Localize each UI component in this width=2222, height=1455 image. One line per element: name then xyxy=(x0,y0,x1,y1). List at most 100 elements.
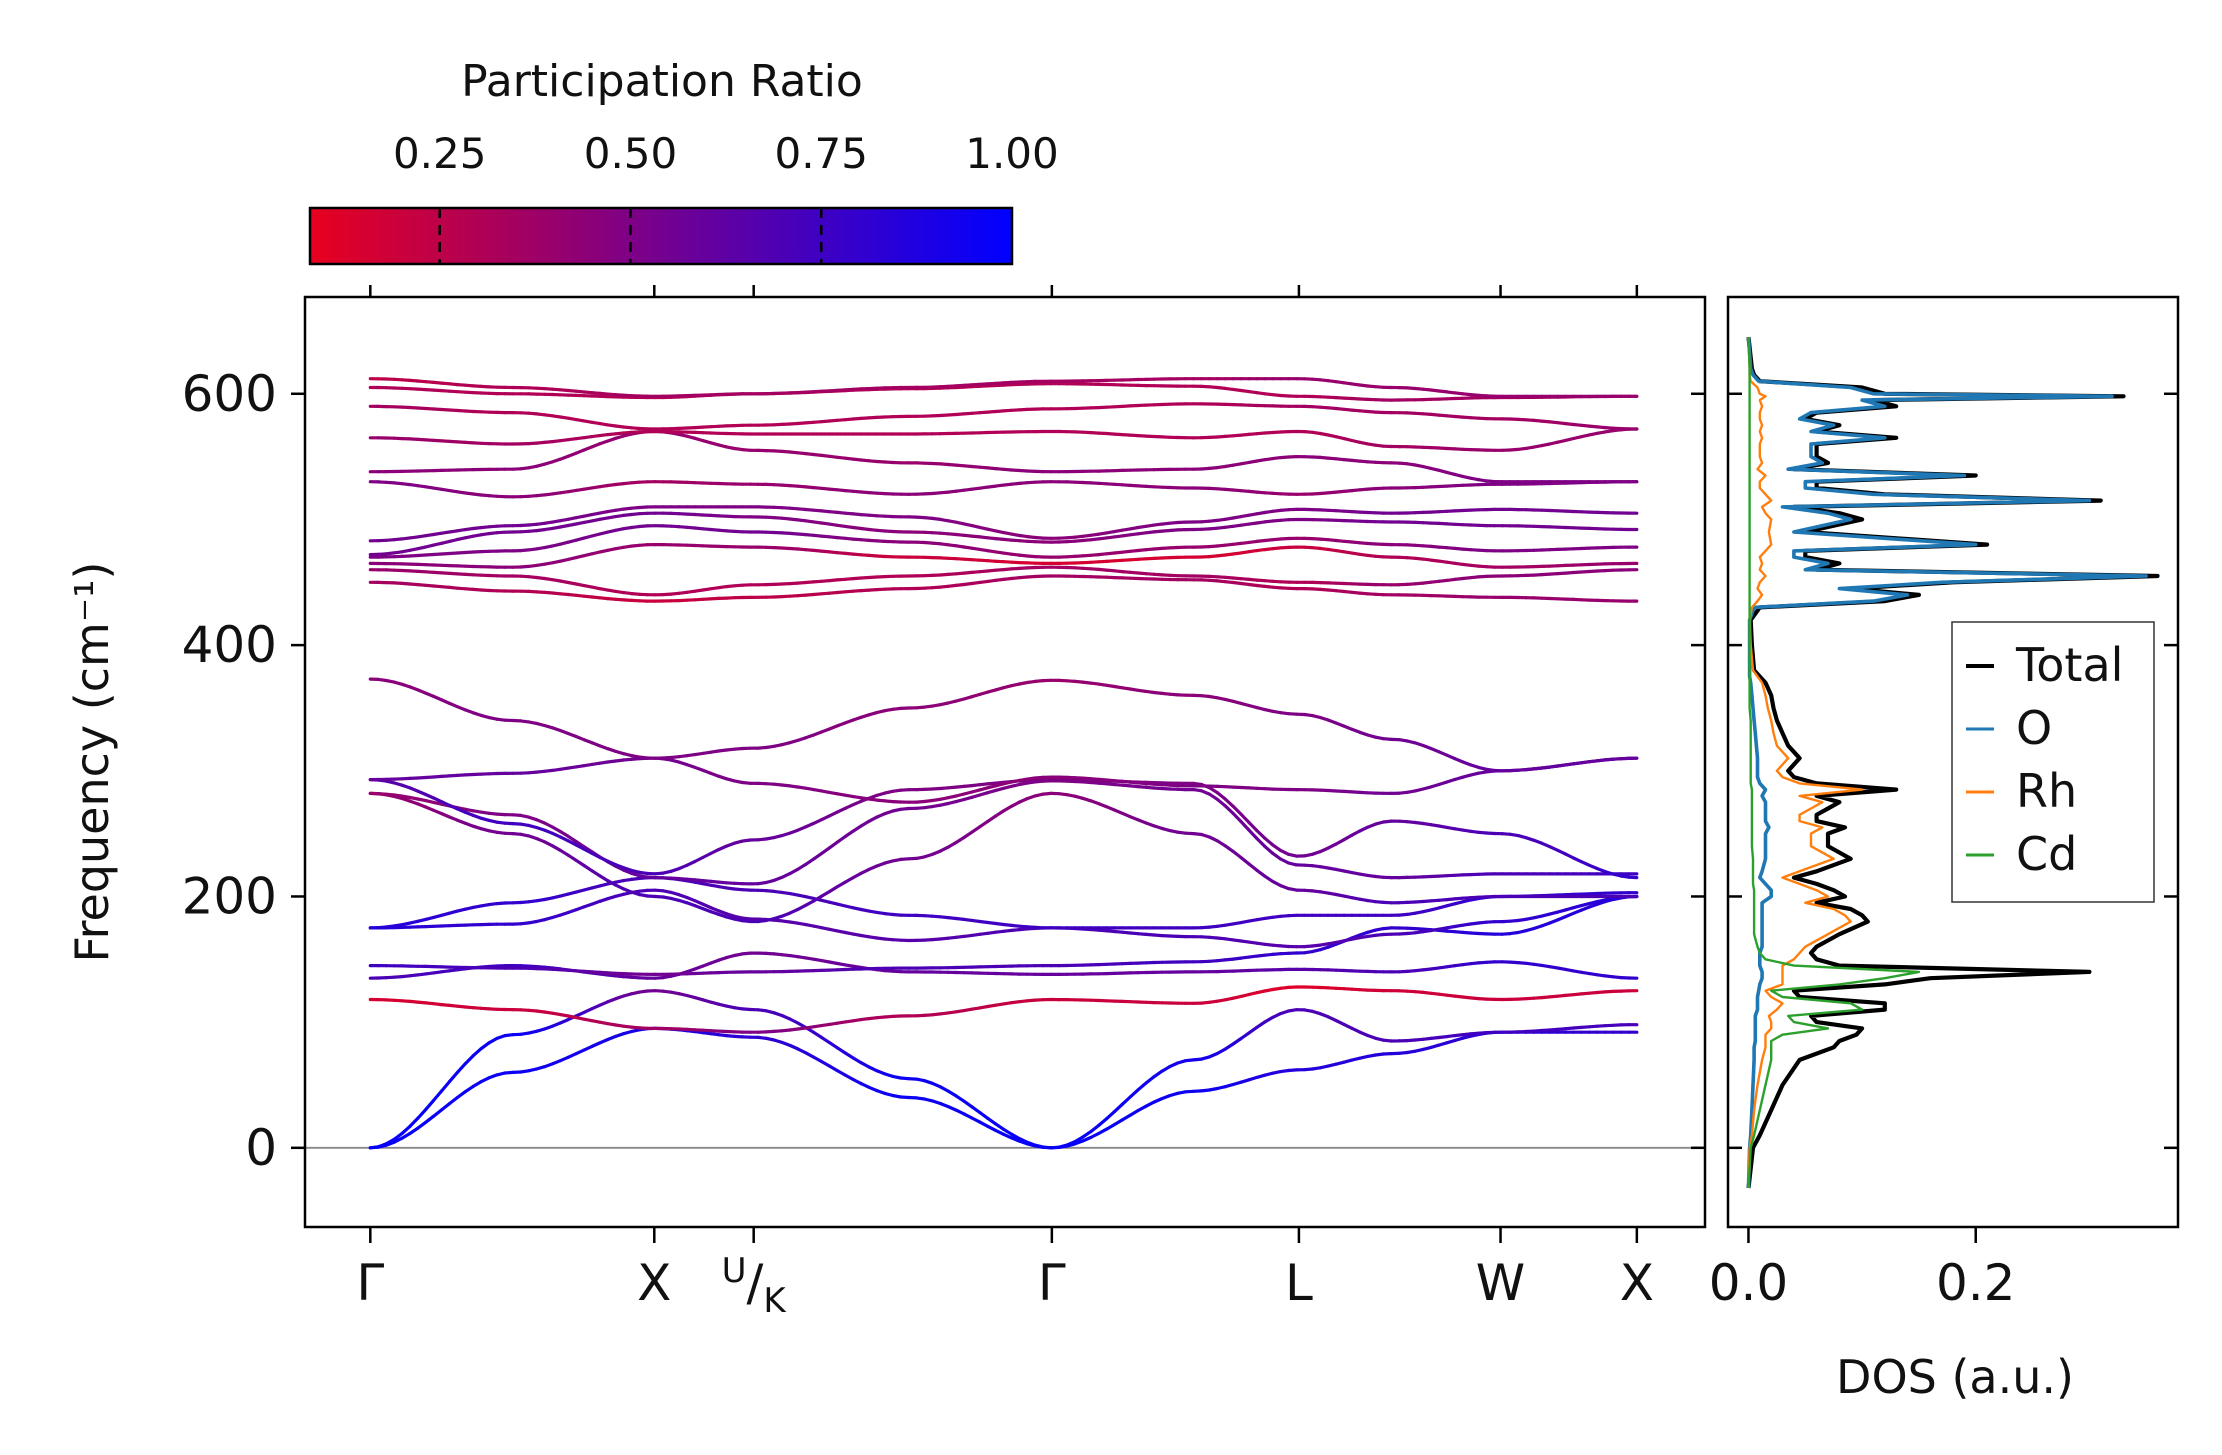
band-segment xyxy=(400,1124,412,1136)
x-tick-label: Γ xyxy=(1038,1254,1066,1312)
band-segment xyxy=(1239,1031,1251,1041)
band-line xyxy=(368,677,1639,773)
dos-legend: Total O Rh Cd xyxy=(1951,621,2155,903)
y-tick-label: 200 xyxy=(182,867,277,925)
band-segment xyxy=(811,851,824,861)
band-segment xyxy=(986,1116,998,1126)
band-segment xyxy=(1255,836,1267,849)
colorbar-ticks: 0.25 0.50 0.75 1.00 xyxy=(393,129,1059,264)
band-segment xyxy=(1112,1102,1124,1114)
colorbar-tick-label: 0.75 xyxy=(774,129,868,178)
band-segment xyxy=(1089,1123,1101,1134)
band-segment xyxy=(416,1120,428,1130)
band-lines xyxy=(368,377,1639,1150)
y-tick-label: 0 xyxy=(245,1119,277,1177)
x-tick-label: L xyxy=(1285,1254,1313,1312)
legend-label: Total xyxy=(2015,638,2123,692)
dos-x-ticks: 0.0 0.2 xyxy=(1709,1227,2016,1312)
dos-line-total xyxy=(1746,336,2160,1189)
band-structure-panel: 0 200 400 600 Γ X U/K Γ L W X Frequency (cm⁻¹) xyxy=(65,285,1707,1321)
colorbar-label: Participation Ratio xyxy=(461,56,863,107)
legend-items: Total O Rh Cd xyxy=(1966,638,2123,881)
band-line xyxy=(368,382,1639,402)
band-segment xyxy=(970,1105,982,1115)
band-line xyxy=(368,402,1639,431)
colorbar-tick-label: 0.50 xyxy=(584,129,678,178)
band-segment xyxy=(416,1107,428,1120)
dos-x-tick-label: 0.0 xyxy=(1709,1254,1789,1312)
band-segment xyxy=(455,1090,467,1100)
band-segment xyxy=(1263,844,1275,855)
band-segment xyxy=(432,1108,444,1118)
band-line xyxy=(368,574,1639,603)
band-segment xyxy=(1271,851,1283,861)
legend-label: Rh xyxy=(2016,764,2077,818)
band-segment xyxy=(835,834,847,844)
band-segment xyxy=(1081,1130,1093,1139)
band-line xyxy=(368,791,1639,924)
band-segment xyxy=(1271,843,1283,853)
band-segment xyxy=(1247,862,1259,872)
band-segment xyxy=(1136,1081,1148,1092)
band-segment xyxy=(463,1054,475,1066)
band-segment xyxy=(1144,1075,1156,1085)
dos-panel: 0.0 0.2 DOS (a.u.) Total O Rh Cd xyxy=(1709,295,2180,1404)
band-segment xyxy=(1255,828,1267,840)
band-line xyxy=(368,779,1639,886)
band-segment xyxy=(432,1089,444,1103)
x-tick-label: W xyxy=(1476,1254,1525,1312)
x-tick-label: X xyxy=(1620,1254,1654,1312)
dos-y-ticks xyxy=(1728,392,2178,1150)
band-segment xyxy=(1231,849,1243,860)
band-segment xyxy=(1104,1110,1117,1121)
band-segment xyxy=(1255,868,1267,878)
band-x-ticks: Γ X U/K Γ L W X xyxy=(356,285,1654,1321)
band-segment xyxy=(1239,812,1251,825)
colorbar-gradient xyxy=(308,206,1014,266)
band-segment xyxy=(978,1110,990,1120)
band-segment xyxy=(424,1114,436,1124)
band-segment xyxy=(447,1095,459,1106)
band-segment xyxy=(1215,797,1227,808)
band-segment xyxy=(447,1070,459,1084)
band-segment xyxy=(1231,811,1243,824)
band-y-ticks: 0 200 400 600 xyxy=(182,365,1705,1177)
legend-label: Cd xyxy=(2016,827,2077,881)
band-segment xyxy=(424,1098,436,1112)
dos-line-o xyxy=(1746,337,2148,1189)
band-segment xyxy=(392,1131,404,1142)
dos-axes-frame xyxy=(1726,295,2180,1229)
band-line xyxy=(368,429,1639,484)
band-segment xyxy=(1152,1069,1164,1079)
colorbar-tick-label: 1.00 xyxy=(965,129,1059,178)
band-line xyxy=(368,505,1639,543)
band-segment xyxy=(1247,820,1259,833)
band-line xyxy=(368,427,1639,452)
band-segment xyxy=(1223,844,1235,854)
band-segment xyxy=(1128,1088,1140,1099)
band-segment xyxy=(962,1099,974,1109)
dos-line-rh xyxy=(1747,337,1864,1189)
band-segment xyxy=(1247,1025,1259,1035)
band-segment xyxy=(819,846,832,856)
x-tick-label: U/K xyxy=(722,1251,788,1321)
band-line xyxy=(368,542,1639,569)
band-segment xyxy=(1239,855,1251,866)
x-tick-label: Γ xyxy=(356,1254,384,1312)
band-line xyxy=(368,985,1639,1034)
band-segment xyxy=(1215,790,1227,801)
band-line xyxy=(368,1026,1639,1150)
dos-line-cd xyxy=(1747,337,1921,1189)
band-line xyxy=(368,524,1639,559)
legend-label: O xyxy=(2016,701,2052,755)
band-line xyxy=(368,480,1639,499)
band-axes-frame xyxy=(303,295,1707,1229)
band-segment xyxy=(479,1041,491,1051)
dos-x-axis-label: DOS (a.u.) xyxy=(1836,1350,2074,1404)
band-segment xyxy=(1223,797,1235,808)
y-tick-label: 600 xyxy=(182,365,277,423)
band-segment xyxy=(1263,836,1275,847)
colorbar-tick-label: 0.25 xyxy=(393,129,487,178)
dos-x-tick-label: 0.2 xyxy=(1936,1254,2016,1312)
